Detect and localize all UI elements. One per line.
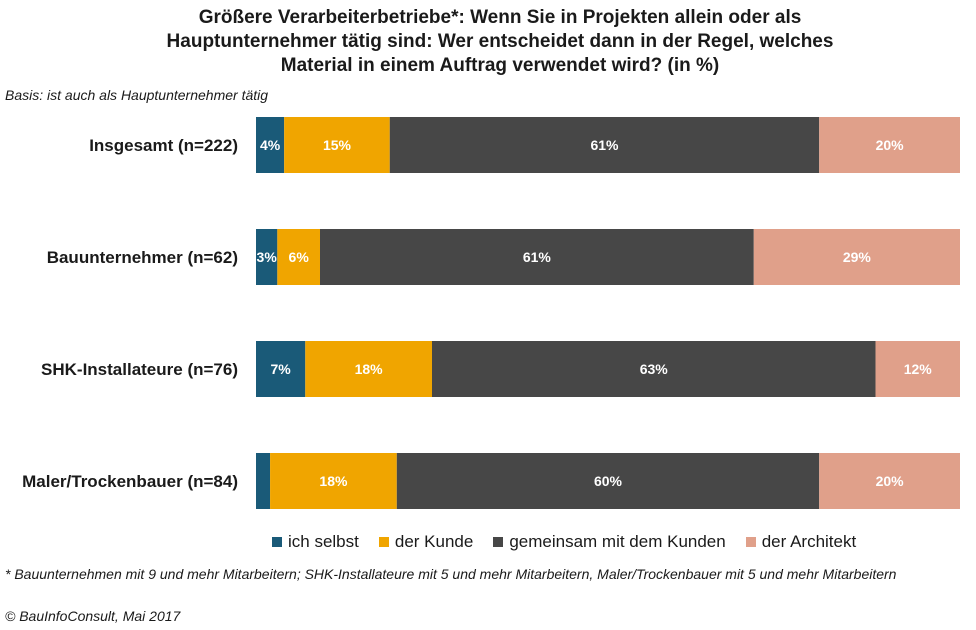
bar-segment bbox=[819, 453, 960, 509]
legend-item: der Architekt bbox=[745, 532, 857, 552]
legend-item: der Kunde bbox=[378, 532, 474, 552]
footnote: * Bauunternehmen mit 9 und mehr Mitarbei… bbox=[5, 566, 897, 582]
data-label: 20% bbox=[876, 473, 905, 489]
data-label: 4% bbox=[260, 137, 281, 153]
bar-segment bbox=[389, 117, 820, 173]
bar-segment bbox=[875, 341, 960, 397]
stacked-bar-chart: Insgesamt (n=222) 4% 15% 61% 20% Bauunternehm… bbox=[22, 117, 960, 509]
basis-note: Basis: ist auch als Hauptunternehmer tät… bbox=[5, 87, 269, 103]
bar-segment bbox=[256, 229, 278, 285]
legend-label: ich selbst bbox=[288, 532, 359, 551]
category-label: Maler/Trockenbauer (n=84) bbox=[22, 472, 238, 491]
legend-item: gemeinsam mit dem Kunden bbox=[493, 532, 726, 552]
chart-title-line-2: Hauptunternehmer tätig sind: Wer entsche… bbox=[166, 31, 834, 52]
category-label: SHK-Installateure (n=76) bbox=[41, 360, 238, 379]
legend-label: der Kunde bbox=[394, 532, 474, 551]
data-label: 6% bbox=[289, 249, 310, 265]
chart-legend: ich selbst der Kunde gemeinsam mit dem Kun… bbox=[272, 532, 856, 552]
bar-segment bbox=[256, 117, 285, 173]
bar-segment bbox=[753, 229, 960, 285]
copyright: © BauInfoConsult, Mai 2017 bbox=[5, 608, 181, 624]
category-label: Insgesamt (n=222) bbox=[89, 136, 238, 155]
data-label: 12% bbox=[904, 361, 933, 377]
chart-title-line-3: Material in einem Auftrag verwendet wird… bbox=[280, 55, 720, 76]
legend-swatch bbox=[378, 537, 389, 547]
legend-item: ich selbst bbox=[272, 532, 359, 552]
data-label: 18% bbox=[319, 473, 348, 489]
legend-swatch bbox=[745, 537, 756, 547]
bar-segment bbox=[284, 117, 390, 173]
data-label: 63% bbox=[640, 361, 669, 377]
chart-title-line-1: Größere Verarbeiterbetriebe*: Wenn Sie i… bbox=[198, 7, 802, 28]
data-label: 29% bbox=[843, 249, 872, 265]
legend-label: gemeinsam mit dem Kunden bbox=[509, 532, 726, 551]
data-label: 7% bbox=[271, 361, 292, 377]
bar-segment bbox=[432, 341, 876, 397]
bar-segment bbox=[256, 341, 306, 397]
data-label: 61% bbox=[523, 249, 552, 265]
legend-label: der Architekt bbox=[761, 532, 857, 551]
chart-title: Größere Verarbeiterbetriebe*: Wenn Sie i… bbox=[130, 6, 870, 78]
bar-segment bbox=[819, 117, 960, 173]
category-label: Bauunternehmer (n=62) bbox=[47, 248, 238, 267]
bar-segment bbox=[256, 453, 271, 509]
bar-segment bbox=[277, 229, 320, 285]
data-label: 20% bbox=[876, 137, 905, 153]
data-label: 15% bbox=[323, 137, 352, 153]
data-label: 61% bbox=[590, 137, 619, 153]
data-label: 3% bbox=[257, 249, 278, 265]
legend-swatch bbox=[493, 537, 504, 547]
legend-swatch bbox=[272, 537, 282, 547]
data-label: 18% bbox=[355, 361, 384, 377]
bar-segment bbox=[305, 341, 432, 397]
bar-segment bbox=[396, 453, 820, 509]
bar-segment bbox=[320, 229, 754, 285]
bar-segment bbox=[270, 453, 397, 509]
data-label: 60% bbox=[594, 473, 623, 489]
